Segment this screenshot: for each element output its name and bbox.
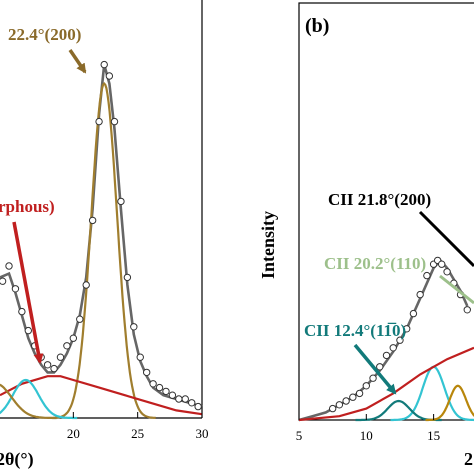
crystal-200-curve <box>52 81 156 419</box>
data-point <box>194 402 202 411</box>
data-point <box>396 336 404 344</box>
fit-curve <box>0 64 203 408</box>
data-point <box>175 395 183 403</box>
data-point <box>437 260 446 268</box>
data-point <box>335 401 344 409</box>
gold-peak-curve <box>425 384 474 422</box>
panel-a: 20 25 30 2θ(°) 22.4°(200) rphous) <box>0 0 209 470</box>
data-point <box>82 281 90 289</box>
data-point <box>110 117 119 126</box>
data-point <box>342 397 350 405</box>
panel-b-ticks: 5 10 15 <box>296 414 440 443</box>
panel-a-x-label: 2θ(°) <box>0 449 34 470</box>
data-point <box>136 353 144 361</box>
data-point <box>155 383 164 392</box>
data-point <box>416 290 424 299</box>
panel-a-curves <box>0 60 203 420</box>
panel-b-frame <box>298 2 474 421</box>
data-point <box>43 361 52 369</box>
cii-110bar-arrow <box>353 343 397 395</box>
data-point <box>117 197 125 206</box>
amorphous-arrow <box>12 221 44 364</box>
data-point <box>0 277 7 285</box>
data-point <box>423 271 431 280</box>
data-point <box>463 306 471 314</box>
data-point <box>100 60 108 69</box>
data-point <box>5 262 13 270</box>
data-point <box>188 399 196 407</box>
data-point <box>24 326 33 335</box>
cii-200-arrow <box>418 210 474 268</box>
data-point <box>50 364 58 373</box>
cyan-peak-curve <box>0 378 78 420</box>
data-point <box>56 353 65 361</box>
x-tick-label: 10 <box>360 428 373 443</box>
peak-200-label: 22.4°(200) <box>8 25 81 44</box>
cyan-peak-curve <box>390 365 474 422</box>
x-tick-label: 5 <box>296 428 303 443</box>
panel-a-ticks: 20 25 30 <box>67 412 209 441</box>
data-point <box>443 268 451 276</box>
x-tick-label: 20 <box>67 426 80 441</box>
data-point <box>162 387 170 396</box>
data-point <box>349 393 357 401</box>
small-peak-curve <box>0 383 57 420</box>
data-point <box>362 382 371 390</box>
data-point <box>409 309 418 318</box>
data-point <box>63 342 71 350</box>
panel-b-x-label: 2 <box>464 449 473 469</box>
data-point <box>376 363 384 371</box>
data-point <box>168 391 177 399</box>
data-point <box>402 325 411 333</box>
data-point <box>69 334 78 342</box>
data-point <box>382 351 391 360</box>
data-point <box>130 323 138 331</box>
fit-curve <box>298 258 469 422</box>
amorphous-curve <box>0 375 203 416</box>
cii-110-arrow <box>439 274 474 305</box>
data-point <box>105 72 114 80</box>
data-point <box>328 404 337 413</box>
panel-b-label: (b) <box>305 15 329 37</box>
teal-peak-curve <box>355 399 442 422</box>
panel-b-y-label: Intensity <box>258 211 278 279</box>
peak-200-arrow <box>68 49 87 74</box>
data-point <box>389 344 397 352</box>
data-point <box>181 395 189 403</box>
data-point <box>11 285 20 293</box>
cii-110bar-label: CII 12.4°(11̅0) <box>304 321 406 340</box>
data-point <box>123 273 132 282</box>
data-point <box>76 315 84 323</box>
data-point <box>142 368 151 377</box>
data-point <box>18 307 26 316</box>
x-tick-label: 30 <box>196 426 209 441</box>
cii-110-label: CII 20.2°(110) <box>324 254 426 273</box>
x-tick-label: 15 <box>427 428 440 443</box>
data-point <box>88 216 97 225</box>
x-tick-label: 25 <box>131 426 144 441</box>
cii-200-label: CII 21.8°(200) <box>328 190 431 209</box>
amorphous-label: rphous) <box>0 197 55 216</box>
data-point <box>355 389 364 398</box>
panel-b: 5 10 15 (b) Intensity 2 CII 21.8°(200) CII… <box>258 2 474 469</box>
data-point <box>149 380 157 388</box>
data-point <box>369 374 377 382</box>
data-point <box>95 117 103 126</box>
